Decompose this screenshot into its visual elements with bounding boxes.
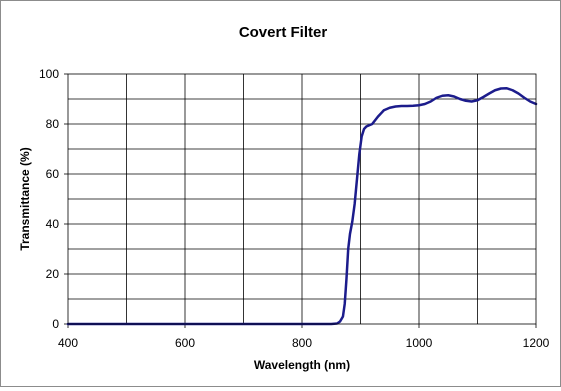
y-tick-label: 20 bbox=[46, 267, 60, 281]
x-tick-label: 1000 bbox=[406, 336, 433, 350]
plot-area bbox=[67, 73, 537, 325]
tick-labels: 400 600 800 1000 1200 0 20 40 60 80 100 bbox=[39, 67, 550, 350]
x-tick-label: 400 bbox=[58, 336, 78, 350]
series-layer bbox=[66, 87, 538, 326]
y-tick-label: 60 bbox=[46, 167, 60, 181]
chart-title: Covert Filter bbox=[239, 24, 328, 41]
y-tick-label: 40 bbox=[46, 217, 60, 231]
x-tick-label: 600 bbox=[175, 336, 195, 350]
y-tick-label: 100 bbox=[39, 67, 59, 81]
y-axis-label: Transmittance (%) bbox=[18, 147, 32, 250]
y-tick-label: 80 bbox=[46, 117, 60, 131]
y-tick-label: 0 bbox=[52, 317, 59, 331]
x-tick-label: 1200 bbox=[523, 336, 550, 350]
series-line bbox=[66, 87, 538, 326]
x-axis-label: Wavelength (nm) bbox=[254, 358, 350, 372]
x-tick-label: 800 bbox=[292, 336, 312, 350]
grid bbox=[64, 73, 537, 328]
